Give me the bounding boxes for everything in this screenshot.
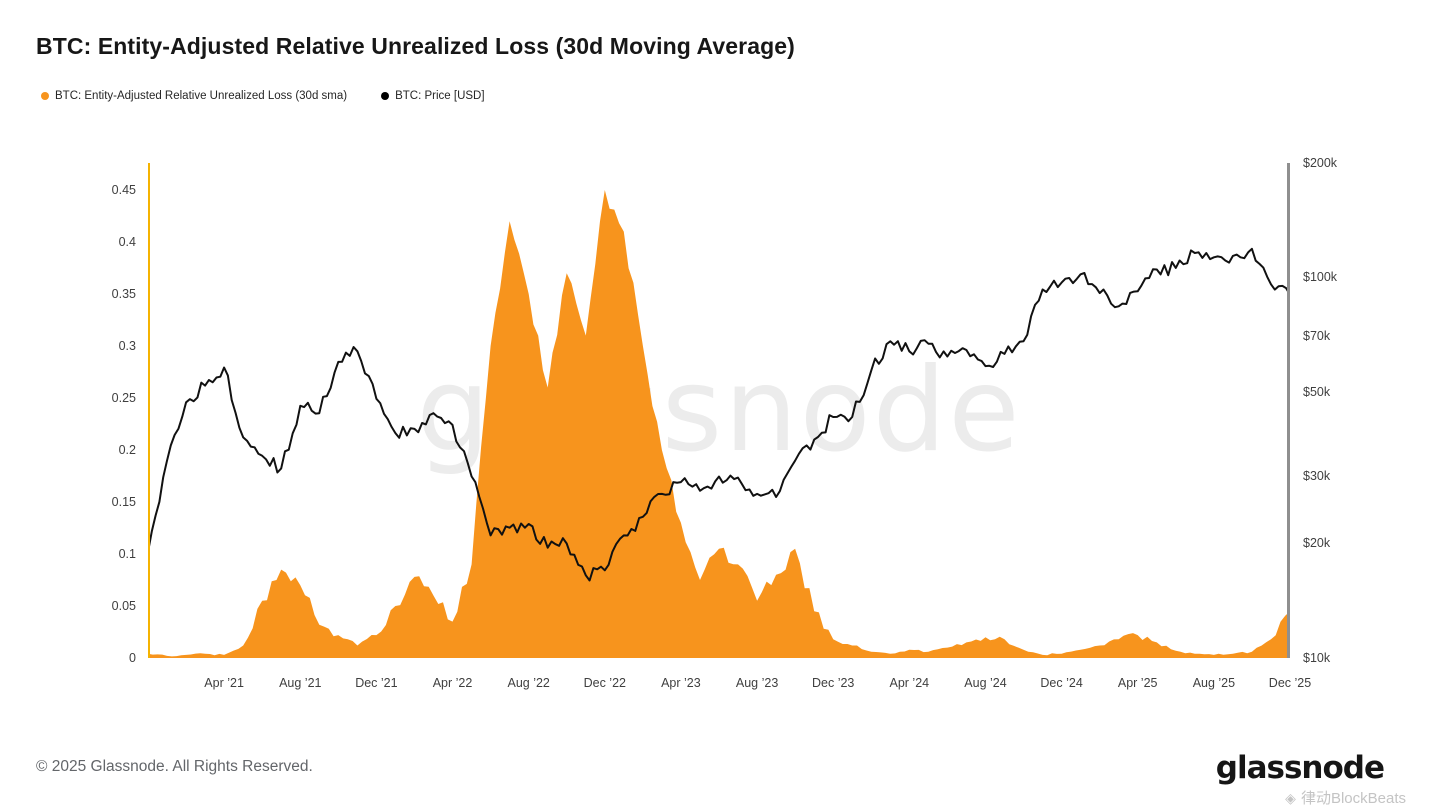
y-left-tick-label: 0.1 (118, 546, 136, 561)
x-tick-label: Apr ’24 (889, 676, 930, 690)
chart-title: BTC: Entity-Adjusted Relative Unrealized… (36, 33, 795, 59)
blockbeats-watermark: ◈ 律动BlockBeats (1285, 787, 1406, 808)
y-left-tick-label: 0.35 (111, 286, 136, 301)
x-tick-label: Apr ’23 (661, 676, 701, 690)
legend: BTC: Entity-Adjusted Relative Unrealized… (41, 90, 485, 102)
blockbeats-label: 律动BlockBeats (1300, 790, 1406, 807)
x-tick-label: Apr ’25 (1117, 676, 1158, 690)
loss-area-series (148, 190, 1290, 658)
y-left-tick-label: 0 (129, 650, 136, 665)
x-tick-label: Aug ’22 (507, 676, 550, 690)
x-tick-label: Aug ’25 (1192, 676, 1236, 690)
legend-swatch (381, 92, 390, 100)
legend-item[interactable]: BTC: Price [USD] (381, 90, 485, 102)
x-tick-label: Dec ’24 (1040, 676, 1083, 690)
x-tick-label: Dec ’22 (583, 676, 626, 690)
y-left-tick-label: 0.25 (111, 390, 136, 405)
y-right-tick-label: $70k (1303, 328, 1331, 343)
legend-label: BTC: Entity-Adjusted Relative Unrealized… (55, 90, 348, 102)
legend-item[interactable]: BTC: Entity-Adjusted Relative Unrealized… (41, 90, 347, 102)
y-right-tick-label: $50k (1303, 384, 1331, 399)
legend-swatch (41, 92, 49, 100)
x-tick-label: Dec ’23 (811, 676, 855, 690)
x-tick-label: Aug ’24 (964, 676, 1007, 690)
blockbeats-logo-icon: ◈ (1285, 789, 1296, 806)
y-left-tick-label: 0.4 (118, 234, 136, 249)
glassnode-logo: glassnode (1215, 750, 1385, 786)
x-axis: Apr ’21 Aug ’21 Dec ’21 Apr ’22 Aug ’22 Dec ’… (148, 676, 1311, 696)
y-left-tick-label: 0.2 (118, 442, 136, 457)
y-left-tick-label: 0.45 (111, 182, 136, 197)
price-line-series (148, 247, 1290, 582)
y-left-tick-label: 0.05 (111, 598, 136, 613)
y-right-tick-label: $30k (1303, 468, 1331, 483)
y-left-tick-label: 0.3 (118, 338, 136, 353)
y-left-tick-label: 0.15 (111, 494, 136, 509)
x-tick-label: Apr ’22 (432, 676, 473, 690)
x-tick-label: Aug ’23 (735, 676, 779, 690)
y-axis-right: $200k $100k $70k $50k $30k $20k $10k (1303, 156, 1403, 665)
y-right-tick-label: $20k (1303, 535, 1331, 550)
x-tick-label: Aug ’21 (279, 676, 322, 690)
copyright-text: © 2025 Glassnode. All Rights Reserved. (36, 758, 313, 775)
legend-label: BTC: Price [USD] (395, 90, 485, 102)
x-tick-label: Dec ’25 (1268, 676, 1312, 690)
chart-plot-area[interactable] (148, 163, 1290, 658)
y-right-tick-label: $100k (1303, 270, 1338, 285)
y-axis-left: 0.45 0.4 0.35 0.3 0.25 0.2 0.15 0.1 0.05 0 (36, 163, 140, 665)
x-tick-label: Dec ’21 (355, 676, 398, 690)
y-right-tick-label: $10k (1303, 650, 1331, 665)
x-tick-label: Apr ’21 (204, 676, 244, 690)
y-right-tick-label: $200k (1303, 155, 1338, 170)
